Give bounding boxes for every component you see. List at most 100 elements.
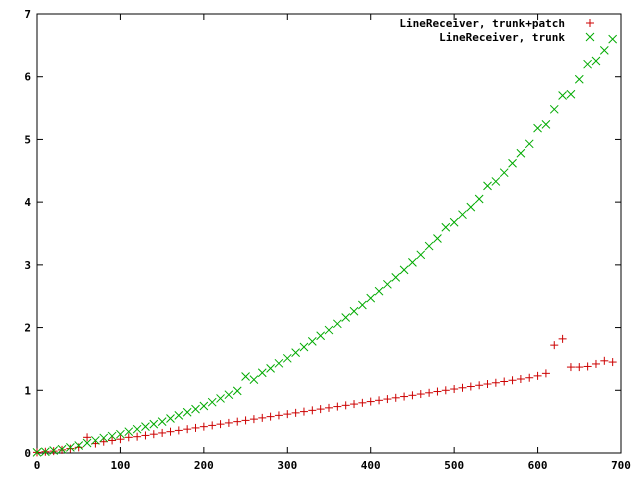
y-tick-label: 2: [24, 322, 31, 335]
data-point-d2: [599, 46, 609, 55]
data-point: [491, 378, 500, 387]
data-point-d2: [533, 123, 542, 133]
data-point: [591, 359, 600, 368]
data-point: [383, 279, 392, 289]
data-point-d2: [82, 438, 92, 448]
data-point-d2: [307, 337, 317, 346]
x-tick-label: 0: [34, 459, 41, 472]
data-point: [499, 168, 509, 178]
data-point: [441, 222, 451, 232]
legend-marker-trunk-d2: [585, 32, 595, 42]
data-point-d2: [574, 74, 584, 84]
data-point: [124, 427, 134, 437]
data-point: [291, 348, 300, 358]
data-point: [316, 405, 325, 414]
data-point: [550, 341, 559, 350]
data-point: [299, 407, 308, 416]
data-point-d2: [408, 257, 417, 267]
data-point-d2: [166, 414, 175, 423]
data-point: [199, 401, 209, 411]
data-point-d2: [516, 148, 526, 158]
data-point-d2: [583, 59, 592, 69]
data-point: [249, 375, 259, 384]
legend-marker-trunk: [585, 32, 595, 42]
data-point: [358, 398, 367, 407]
data-point: [600, 356, 609, 365]
data-point-d2: [241, 372, 250, 381]
data-point: [366, 397, 375, 406]
data-point: [40, 447, 50, 457]
data-point: [191, 404, 200, 414]
data-point: [558, 91, 567, 100]
plot-frame: [36, 13, 622, 454]
data-point: [166, 414, 175, 423]
data-point: [558, 334, 567, 343]
data-point: [158, 428, 167, 437]
data-point: [566, 363, 575, 372]
legend: LineReceiver, trunk+patch LineReceiver, …: [399, 17, 595, 44]
data-point-d2: [57, 444, 67, 454]
data-point: [266, 412, 275, 421]
data-point-d2: [458, 210, 467, 220]
y-tick-label: 5: [24, 133, 31, 146]
y-tick-label: 6: [24, 71, 31, 84]
data-point: [533, 371, 542, 380]
data-point: [208, 421, 217, 430]
data-point: [258, 413, 267, 422]
data-point: [107, 431, 117, 441]
data-point: [274, 358, 284, 368]
data-point-d2: [174, 411, 184, 420]
data-point: [116, 435, 125, 444]
data-point: [341, 313, 351, 322]
x-tick-label: 400: [361, 459, 381, 472]
data-point: [608, 34, 618, 44]
data-point: [241, 416, 250, 425]
data-point: [474, 194, 484, 204]
data-point: [475, 381, 484, 390]
data-point-d2: [383, 279, 392, 289]
data-point-d2: [266, 363, 275, 373]
data-point-d2: [157, 417, 167, 426]
data-point-d2: [232, 386, 242, 396]
data-point: [241, 372, 250, 381]
data-point: [66, 443, 75, 452]
data-point-d2: [508, 158, 517, 168]
data-point: [441, 386, 450, 395]
data-point: [207, 397, 217, 407]
data-point: [132, 424, 142, 434]
data-point-d2: [474, 194, 484, 204]
data-point-d2: [491, 177, 501, 186]
data-point: [533, 123, 542, 133]
data-point-d2: [107, 431, 117, 441]
data-point-d2: [316, 331, 326, 341]
data-point-d2: [332, 319, 342, 329]
data-point: [400, 392, 409, 401]
data-point-d2: [374, 286, 384, 296]
y-tick-label: 3: [24, 259, 31, 272]
data-point: [332, 319, 342, 329]
data-point: [516, 374, 525, 383]
data-point: [483, 380, 492, 389]
series-trunk: [32, 34, 618, 457]
data-point: [408, 257, 417, 267]
data-point-d2: [207, 397, 217, 407]
data-point-d2: [399, 265, 409, 275]
data-point: [508, 158, 517, 168]
data-point-d2: [416, 250, 426, 260]
data-point-d2: [91, 436, 100, 445]
data-point: [307, 337, 317, 346]
data-point-d2: [299, 342, 309, 352]
data-point-d2: [257, 368, 267, 378]
axis-ticks: 0 100 200 300 400 500 600 700 0 1 2 3 4 5 6 7: [24, 8, 631, 472]
x-tick-label: 600: [528, 459, 548, 472]
x-tick-label: 500: [444, 459, 464, 472]
data-point: [316, 331, 326, 341]
data-point: [32, 448, 42, 457]
data-point: [574, 74, 584, 84]
data-point-d2: [74, 441, 84, 450]
data-point: [391, 273, 401, 282]
data-point-d2: [341, 313, 351, 322]
data-point: [525, 373, 534, 382]
data-point: [83, 433, 92, 442]
